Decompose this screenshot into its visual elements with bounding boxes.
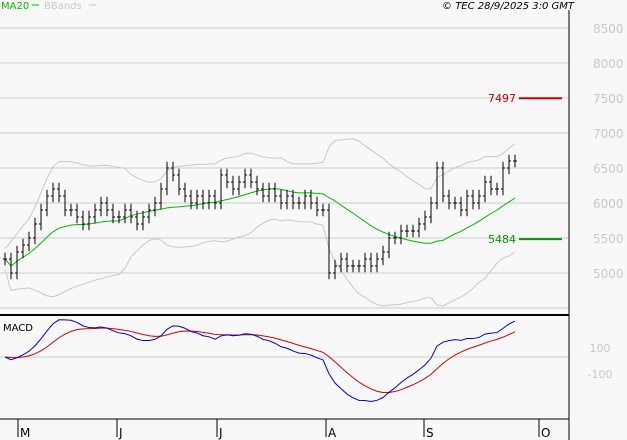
price-tick-label: 5000 (593, 267, 624, 281)
month-label: J (218, 426, 223, 440)
macd-tick-label: 100 (590, 342, 611, 355)
macd-title: MACD (3, 323, 33, 334)
month-label: M (20, 426, 30, 440)
ma20-line (4, 188, 516, 267)
macd-signal-line (4, 327, 516, 394)
macd-line (4, 319, 516, 402)
macd-tick-label: -100 (588, 368, 613, 381)
copyright-text: © TEC 28/9/2025 3:0 GMT (442, 1, 575, 12)
support-label: 5484 (488, 233, 516, 246)
bollinger-upper-line (4, 138, 516, 249)
legend-ma20: MA20 (1, 1, 29, 12)
price-tick-label: 5500 (593, 232, 624, 246)
price-tick-label: 6500 (593, 162, 624, 176)
price-tick-label: 6000 (593, 197, 624, 211)
price-tick-label: 7500 (593, 92, 624, 106)
month-label: S (426, 426, 434, 440)
month-label: O (541, 426, 550, 440)
legend-bbands: BBands (44, 1, 82, 12)
price-tick-label: 8000 (593, 57, 624, 71)
resistance-label: 7497 (488, 92, 516, 105)
bollinger-lower-line (4, 218, 516, 307)
price-tick-label: 8500 (593, 22, 624, 36)
price-tick-label: 7000 (593, 127, 624, 141)
month-label: J (118, 426, 123, 440)
month-label: A (328, 426, 337, 440)
